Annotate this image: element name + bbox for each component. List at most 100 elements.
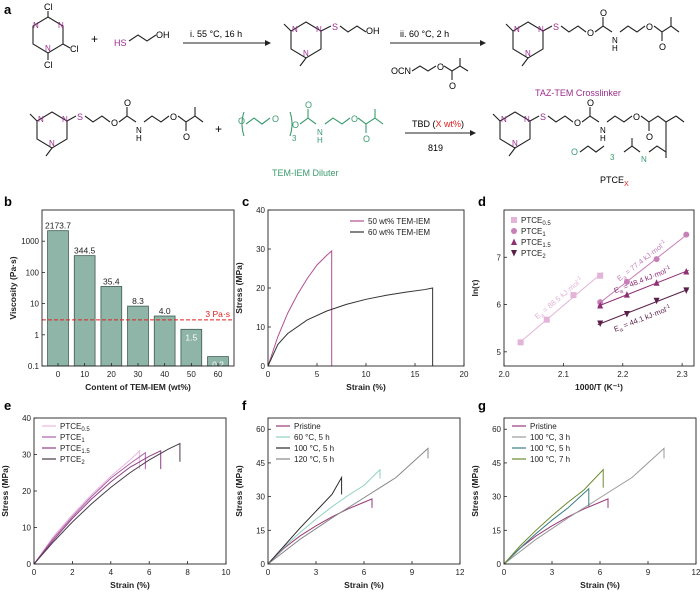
plus-1: +	[91, 32, 98, 46]
d-xtick-label: 2.0	[498, 370, 510, 379]
cl-top: Cl	[44, 2, 53, 12]
d-xtick-label: 2.2	[617, 370, 629, 379]
g-legend-label-0: Pristine	[530, 422, 557, 431]
temp-label: 819	[428, 143, 443, 153]
d-ytick-label: 7	[497, 253, 502, 262]
hs-label: HS	[114, 38, 127, 48]
int-s: S	[332, 22, 338, 32]
mercaptoethanol-chain	[128, 34, 157, 42]
r2-o4: O	[183, 132, 190, 142]
dil-nh-n: N	[317, 128, 323, 137]
d-ea-label-0: Ea = 88.5 kJ·mol-1	[533, 275, 586, 322]
f-xlabel: Strain (%)	[344, 580, 384, 590]
g-ylabel: Stress (MPa)	[470, 465, 480, 517]
bar-value-label: 35.4	[103, 276, 120, 286]
e-legend-label-2: PTCE1.5	[60, 444, 90, 455]
g-ytick-label: 60	[492, 425, 501, 434]
f-series-0	[267, 498, 373, 565]
bar-value-label: 4.0	[159, 306, 171, 316]
e-series-0	[33, 449, 141, 565]
r2-o2: O	[124, 98, 131, 108]
g-xtick-label: 12	[692, 568, 700, 577]
b-xtick-label: 30	[134, 370, 143, 379]
ptce-label: PTCEX	[600, 175, 629, 188]
c-legend-label-1: 60 wt% TEM-IEM	[368, 228, 430, 237]
r2-o1: O	[111, 118, 118, 128]
g-xtick-label: 9	[646, 568, 651, 577]
b-ytick-label: 10	[30, 300, 39, 309]
d-point-0	[597, 272, 604, 279]
d-point-3	[597, 320, 604, 327]
bar-30	[127, 305, 149, 367]
f-xtick-label: 6	[362, 568, 367, 577]
c-ylabel: Stress (MPa)	[234, 262, 244, 314]
d-legend-label-3: PTCE2	[521, 249, 546, 260]
bar-value-label: 2173.7	[45, 221, 71, 231]
c-series-1	[267, 287, 434, 367]
ring-n-3: N	[45, 44, 51, 53]
taz-nh-h: H	[612, 44, 618, 53]
tem-iem-structure	[241, 109, 384, 137]
step-1-label: i. 55 °C, 16 h	[190, 29, 242, 39]
d-point-0	[517, 339, 524, 346]
c-xtick-label: 10	[362, 370, 371, 379]
e-ytick-label: 20	[22, 487, 31, 496]
e-ytick-label: 40	[22, 414, 31, 423]
d-xlabel: 1000/T (K⁻¹)	[575, 382, 623, 392]
c-ytick-label: 30	[256, 245, 265, 254]
b-xtick-label: 50	[187, 370, 196, 379]
e-xtick-label: 10	[222, 568, 231, 577]
g-legend-label-3: 100 °C, 7 h	[530, 455, 570, 464]
f-series-2	[267, 475, 343, 565]
ring-n-1: N	[58, 21, 64, 30]
c-series-0	[267, 249, 333, 367]
cl-bottom: Cl	[44, 60, 53, 70]
p-dil-repeat: 3	[610, 153, 615, 162]
g-series-2	[503, 487, 590, 565]
e-legend-label-0: PTCE0.5	[60, 422, 90, 433]
bar-value-label: 8.3	[132, 296, 144, 306]
r2-s: S	[77, 112, 83, 122]
c-ytick-label: 0	[261, 362, 266, 371]
e-xtick-label: 6	[147, 568, 152, 577]
panel-label-b: b	[4, 194, 12, 209]
d-ea-label-3: Ea = 44.1 kJ·mol-1	[613, 303, 673, 335]
f-ytick-label: 30	[256, 493, 265, 502]
taz-n-3: N	[525, 49, 531, 58]
g-ytick-label: 30	[492, 493, 501, 502]
d-point-3	[683, 287, 690, 294]
d-legend-label-1: PTCE1	[521, 227, 546, 238]
taz-nh-n: N	[612, 36, 618, 45]
bar-10	[73, 255, 96, 367]
c-xtick-label: 20	[460, 370, 469, 379]
bar-20	[100, 286, 123, 367]
d-point-2	[683, 267, 690, 275]
c-frame	[267, 209, 465, 367]
f-ylabel: Stress (MPa)	[234, 465, 244, 517]
b-ytick-label: 0.1	[28, 362, 40, 371]
plus-2: +	[215, 122, 222, 136]
e-xtick-label: 4	[109, 568, 114, 577]
dil-o2: O	[272, 114, 279, 124]
d-legend-label-0: PTCE0.5	[521, 216, 551, 227]
f-series-1	[267, 468, 381, 565]
d-ylabel: ln(τ)	[470, 279, 480, 296]
b-xtick-label: 10	[80, 370, 89, 379]
taz-s: S	[553, 22, 559, 32]
d-point-3	[653, 297, 660, 305]
tbd-label: TBD (X wt%)	[412, 119, 464, 129]
p-n-3: N	[512, 139, 518, 148]
p-o3: O	[633, 112, 640, 122]
p-o4: O	[646, 132, 653, 142]
d-ytick-label: 6	[497, 301, 502, 310]
e-ytick-label: 10	[22, 524, 31, 533]
iem-o: O	[437, 62, 444, 72]
f-ytick-label: 60	[256, 425, 265, 434]
f-xtick-label: 3	[314, 568, 319, 577]
iem-ester	[443, 65, 469, 72]
arrow-head-3	[470, 130, 476, 136]
d-point-1	[653, 256, 660, 263]
r2-nh-h: H	[136, 134, 142, 143]
